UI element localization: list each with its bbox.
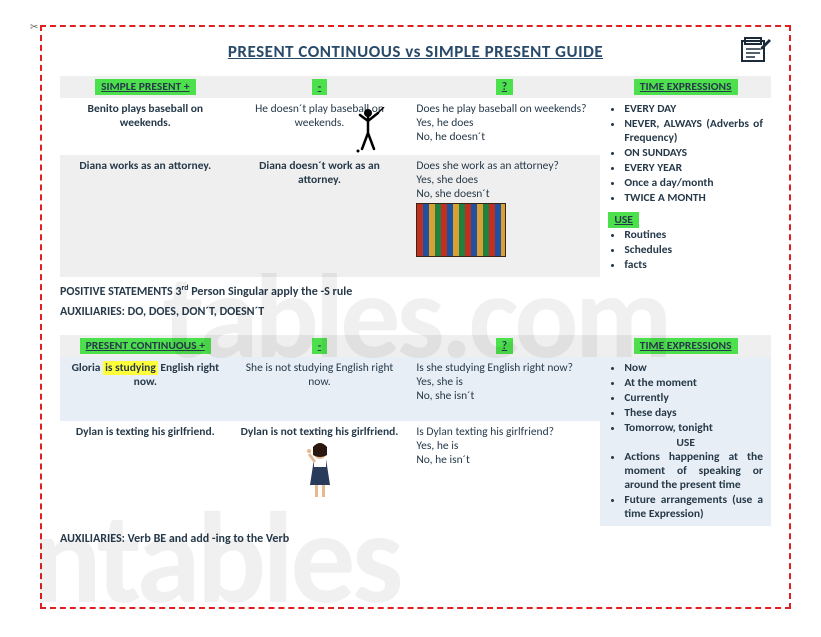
title-row: PRESENT CONTINUOUS vs SIMPLE PRESENT GUI… bbox=[60, 41, 771, 62]
pc-use-label: USE bbox=[608, 436, 763, 450]
header-question: ? bbox=[496, 79, 513, 95]
list-item: Currently bbox=[624, 391, 763, 405]
note-text: POSITIVE STATEMENTS 3 bbox=[60, 285, 181, 299]
header-question: ? bbox=[496, 338, 513, 354]
list-item: Schedules bbox=[624, 243, 763, 257]
list-item: NEVER, ALWAYS (Adverbs of Frequency) bbox=[624, 117, 763, 145]
list-item: Once a day/month bbox=[624, 176, 763, 190]
pc-row1-pos-a: Gloria bbox=[72, 361, 104, 375]
pc-row1-a2: No, she isn´t bbox=[416, 389, 474, 403]
list-item: EVERY YEAR bbox=[624, 161, 763, 175]
scissors-icon: ✂ bbox=[30, 20, 38, 33]
sp-row1-pos: Benito plays baseball on weekends. bbox=[60, 98, 231, 155]
bookshelf-image bbox=[416, 203, 506, 257]
sp-row2-q: Does she work as an attorney? bbox=[416, 159, 558, 173]
list-item: EVERY DAY bbox=[624, 102, 763, 116]
pc-row2-q-cell: Is Dylan texting his girlfriend? Yes, he… bbox=[408, 421, 600, 526]
list-item: ON SUNDAYS bbox=[624, 146, 763, 160]
sp-row2-q-cell: Does she work as an attorney? Yes, she d… bbox=[408, 155, 600, 277]
header-time-expr: TIME EXPRESSIONS bbox=[634, 338, 738, 354]
list-item: These days bbox=[624, 406, 763, 420]
sp-use-label: USE bbox=[608, 212, 639, 228]
pc-row2-q: Is Dylan texting his girlfriend? bbox=[416, 425, 554, 439]
note-text: Person Singular apply the -S rule bbox=[189, 285, 353, 299]
sp-row2-neg: Diana doesn´t work as an attorney. bbox=[231, 155, 409, 277]
pc-row2-neg-cell: Dylan is not texting his girlfriend. bbox=[231, 421, 409, 526]
sp-row1-q-cell: Does he play baseball on weekends? Yes, … bbox=[408, 98, 600, 155]
sp-time-list: EVERY DAY NEVER, ALWAYS (Adverbs of Freq… bbox=[608, 102, 763, 205]
pc-use-list: Actions happening at the moment of speak… bbox=[608, 450, 763, 521]
present-continuous-table: PRESENT CONTINUOUS + - ? TIME EXPRESSION… bbox=[60, 335, 771, 526]
pc-row1-q: Is she studying English right now? bbox=[416, 361, 573, 375]
list-item: Actions happening at the moment of speak… bbox=[624, 450, 763, 492]
pc-row2-a2: No, he isn´t bbox=[416, 453, 470, 467]
sp-use-list: Routines Schedules facts bbox=[608, 228, 763, 272]
note-auxiliaries-2: AUXILIARIES: Verb BE and add -ing to the… bbox=[60, 532, 771, 546]
header-simple-present: SIMPLE PRESENT + bbox=[95, 79, 195, 95]
pc-row1-highlight: is studying bbox=[103, 361, 158, 375]
header-minus: - bbox=[312, 79, 328, 95]
list-item: At the moment bbox=[624, 376, 763, 390]
pc-row1-neg: She is not studying English right now. bbox=[231, 357, 409, 421]
sp-row2-a1: Yes, she does bbox=[416, 173, 478, 187]
pc-row1-q-cell: Is she studying English right now? Yes, … bbox=[408, 357, 600, 421]
sp-row2-pos: Diana works as an attorney. bbox=[60, 155, 231, 277]
note-sup: rd bbox=[181, 283, 188, 293]
sp-row1-q: Does he play baseball on weekends? bbox=[416, 102, 586, 116]
pc-time-list: Now At the moment Currently These days T… bbox=[608, 361, 763, 435]
pc-time-cell: Now At the moment Currently These days T… bbox=[600, 357, 771, 526]
header-present-continuous: PRESENT CONTINUOUS + bbox=[80, 338, 211, 354]
sp-row1-neg-cell: He doesn´t play baseball on weekends. bbox=[231, 98, 409, 155]
pc-row1-pos-cell: Gloria is studying English right now. bbox=[60, 357, 231, 421]
sp-time-cell: EVERY DAY NEVER, ALWAYS (Adverbs of Freq… bbox=[600, 98, 771, 277]
page-title: PRESENT CONTINUOUS vs SIMPLE PRESENT GUI… bbox=[228, 41, 603, 62]
list-item: TWICE A MONTH bbox=[624, 191, 763, 205]
simple-present-table: SIMPLE PRESENT + - ? TIME EXPRESSIONS Be… bbox=[60, 76, 771, 277]
sp-row1-a1: Yes, he does bbox=[416, 116, 473, 130]
girl-thinking-icon bbox=[300, 441, 340, 499]
clipboard-icon bbox=[741, 37, 771, 68]
list-item: Routines bbox=[624, 228, 763, 242]
note-positive-statements: POSITIVE STATEMENTS 3rd Person Singular … bbox=[60, 283, 771, 299]
page-frame: tables.com ntables PRESENT CONTINUOUS vs… bbox=[40, 25, 791, 609]
list-item: facts bbox=[624, 258, 763, 272]
sp-row1-a2: No, he doesn´t bbox=[416, 130, 485, 144]
header-minus: - bbox=[312, 338, 328, 354]
note-auxiliaries-1: AUXILIARIES: DO, DOES, DON´T, DOESN´T bbox=[60, 305, 771, 319]
pc-row1-a1: Yes, she is bbox=[416, 375, 462, 389]
pc-row2-a1: Yes, he is bbox=[416, 439, 458, 453]
golf-icon bbox=[356, 107, 386, 153]
sp-row2-a2: No, she doesn´t bbox=[416, 187, 489, 201]
list-item: Now bbox=[624, 361, 763, 375]
list-item: Future arrangements (use a time Expressi… bbox=[624, 493, 763, 521]
pc-row2-pos: Dylan is texting his girlfriend. bbox=[60, 421, 231, 526]
header-time-expr: TIME EXPRESSIONS bbox=[634, 79, 738, 95]
list-item: Tomorrow, tonight bbox=[624, 421, 763, 435]
pc-row2-neg: Dylan is not texting his girlfriend. bbox=[241, 425, 399, 439]
